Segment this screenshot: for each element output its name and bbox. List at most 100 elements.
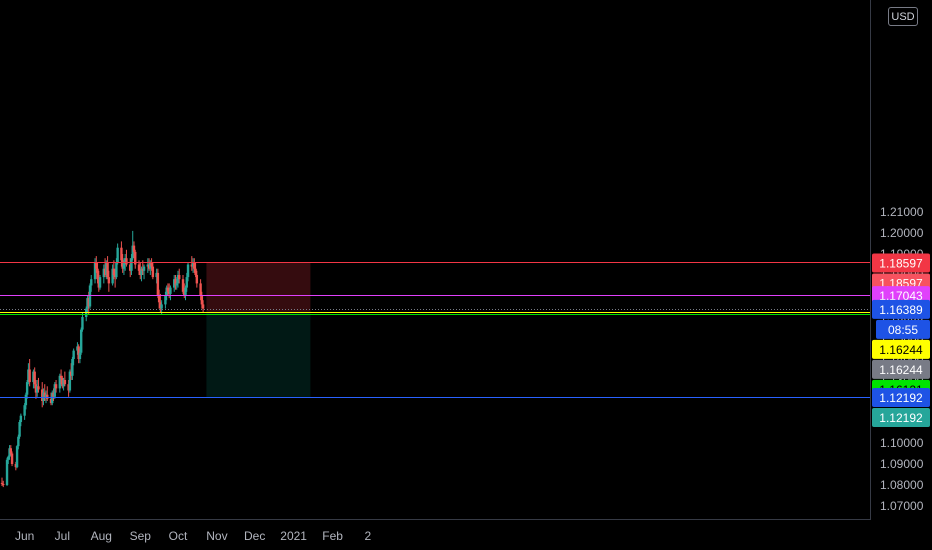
candle xyxy=(63,371,67,387)
candle xyxy=(71,356,74,380)
candle xyxy=(24,392,28,410)
candle xyxy=(72,348,75,366)
candle xyxy=(134,249,137,269)
candle xyxy=(199,279,202,301)
time-tick-label: Aug xyxy=(91,529,112,543)
price-tag: 1.16244 xyxy=(872,359,930,379)
time-axis[interactable]: Jun Jul Aug Sep Oct Nov Dec 2021 Feb 2 xyxy=(15,529,371,543)
candle xyxy=(150,258,153,271)
candle xyxy=(151,262,155,280)
price-tag: 08:55 xyxy=(876,319,930,339)
price-tick-label: 1.20000 xyxy=(880,226,924,240)
candle xyxy=(200,291,204,309)
candle xyxy=(105,260,108,280)
candle xyxy=(5,457,9,487)
candle xyxy=(23,403,26,420)
candle xyxy=(15,445,19,469)
candle xyxy=(186,262,190,282)
candle xyxy=(164,291,167,309)
price-tag-label: 1.12192 xyxy=(879,411,923,425)
time-tick-label: Oct xyxy=(169,529,188,543)
candle xyxy=(185,272,188,292)
candle xyxy=(157,289,161,309)
candle xyxy=(181,275,185,294)
candle xyxy=(19,413,23,427)
candle xyxy=(8,445,11,460)
candle xyxy=(195,270,199,288)
candle xyxy=(169,285,172,301)
candle xyxy=(46,386,49,401)
price-tag-label: 08:55 xyxy=(888,323,918,337)
stop-loss-zone xyxy=(206,262,311,312)
price-tag-label: 1.16389 xyxy=(879,303,923,317)
price-tag-label: 1.17043 xyxy=(879,289,923,303)
candle xyxy=(159,293,162,313)
candle xyxy=(111,264,114,286)
candle xyxy=(76,342,79,355)
candle xyxy=(44,390,48,404)
candle xyxy=(146,258,150,273)
candle xyxy=(34,380,38,399)
candle xyxy=(131,230,134,261)
candle xyxy=(102,264,106,284)
candle xyxy=(52,388,55,401)
price-tick-label: 1.21000 xyxy=(880,205,924,219)
candle xyxy=(42,388,45,406)
candle xyxy=(32,369,35,389)
candle xyxy=(174,275,177,290)
candle xyxy=(54,380,58,393)
price-tick-label: 1.07000 xyxy=(880,499,924,513)
candle xyxy=(112,260,116,280)
time-tick-label: Nov xyxy=(206,529,227,543)
candle xyxy=(7,455,10,464)
candle xyxy=(165,285,168,301)
candle xyxy=(155,268,158,284)
candle xyxy=(90,275,93,292)
candle xyxy=(103,258,107,278)
candle xyxy=(190,256,194,271)
candle xyxy=(193,258,196,273)
candle xyxy=(98,275,102,290)
candle xyxy=(37,377,40,393)
candle xyxy=(201,300,205,313)
candle xyxy=(67,380,70,397)
price-tag: 1.12192 xyxy=(872,407,930,427)
candle xyxy=(95,256,98,273)
time-tick-label: Dec xyxy=(244,529,265,543)
candle xyxy=(28,359,31,387)
candle xyxy=(173,275,176,292)
candle xyxy=(59,369,63,385)
candle xyxy=(125,249,128,267)
candle xyxy=(121,254,124,273)
candle xyxy=(178,268,181,284)
candle xyxy=(132,241,136,259)
price-tags: 1.185971.185971.170431.1638908:551.16244… xyxy=(872,253,930,427)
price-tag: 1.16389 xyxy=(872,299,930,319)
candle xyxy=(0,477,4,487)
candle xyxy=(122,258,126,275)
price-tag-label: 1.18597 xyxy=(879,256,923,270)
candle xyxy=(130,254,133,275)
candle xyxy=(68,369,72,393)
price-axis[interactable]: 1.070001.080001.090001.100001.110001.120… xyxy=(880,205,924,513)
candle xyxy=(115,258,118,280)
candle xyxy=(53,382,56,399)
candle xyxy=(129,258,132,278)
candle xyxy=(116,243,119,265)
horizontal-lines[interactable] xyxy=(0,262,870,398)
candle xyxy=(175,277,178,290)
candle xyxy=(61,375,64,389)
short-position-tool[interactable] xyxy=(206,262,311,397)
candle xyxy=(77,344,80,364)
candle xyxy=(140,266,143,282)
candle xyxy=(78,348,82,364)
time-tick-label: Sep xyxy=(130,529,152,543)
candle xyxy=(35,380,39,397)
candle xyxy=(113,268,117,288)
candle xyxy=(81,312,84,332)
candle xyxy=(14,461,18,471)
price-tick-label: 1.08000 xyxy=(880,478,924,492)
candle xyxy=(41,382,44,408)
currency-badge[interactable]: USD xyxy=(888,7,918,26)
